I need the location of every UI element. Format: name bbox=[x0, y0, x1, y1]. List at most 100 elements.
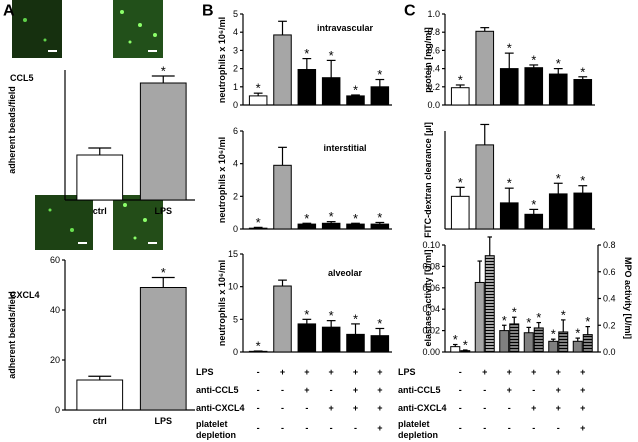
treatment-mark: - bbox=[281, 423, 284, 433]
bar bbox=[524, 213, 544, 230]
y-tick-label: 10 bbox=[228, 282, 238, 292]
bead bbox=[153, 33, 157, 37]
bar bbox=[450, 346, 461, 353]
significance: * bbox=[161, 64, 166, 79]
bead bbox=[133, 236, 137, 240]
micrograph bbox=[35, 195, 93, 250]
bar bbox=[499, 330, 510, 353]
bar bbox=[297, 223, 317, 230]
panel-letter: B bbox=[202, 3, 214, 20]
y-axis-label: neutrophils x 10⁶/ml bbox=[217, 260, 227, 346]
chart-title: CXCL4 bbox=[10, 290, 40, 300]
y-tick-label: 0.2 bbox=[427, 82, 440, 92]
bar bbox=[475, 30, 495, 106]
treatment-mark: + bbox=[580, 403, 585, 413]
significance: * bbox=[329, 48, 334, 63]
treatment-mark: - bbox=[483, 423, 486, 433]
micrograph bbox=[12, 0, 62, 58]
y-tick-label: 0.4 bbox=[427, 64, 440, 74]
treatment-mark: - bbox=[532, 385, 535, 395]
x-tick-label: ctrl bbox=[93, 206, 107, 216]
treatment-mark: - bbox=[508, 423, 511, 433]
significance: * bbox=[161, 265, 166, 280]
significance: * bbox=[329, 209, 334, 224]
significance: * bbox=[575, 326, 580, 341]
treatment-mark: + bbox=[377, 403, 382, 413]
treatment-mark: - bbox=[305, 403, 308, 413]
y-tick-label: 0.6 bbox=[427, 45, 440, 55]
bar bbox=[548, 340, 559, 353]
bar bbox=[509, 323, 520, 353]
bead bbox=[23, 18, 27, 22]
treatment-mark: + bbox=[377, 367, 382, 377]
treatment-mark: - bbox=[257, 423, 260, 433]
significance: * bbox=[556, 171, 561, 186]
scale-bar bbox=[78, 242, 87, 244]
treatment-label: anti-CXCL4 bbox=[398, 403, 447, 413]
y2-tick-label: 0.8 bbox=[603, 240, 616, 250]
bar bbox=[370, 335, 390, 353]
treatment-mark: - bbox=[354, 423, 357, 433]
bar bbox=[297, 323, 317, 353]
y-axis-label: neutrophils x 10⁶/ml bbox=[217, 17, 227, 103]
y2-axis-label: MPO activity [U/ml] bbox=[623, 257, 633, 339]
treatment-mark: + bbox=[507, 367, 512, 377]
y-tick-label: 0 bbox=[55, 405, 60, 415]
bar bbox=[297, 69, 317, 106]
treatment-label: depletion bbox=[398, 430, 438, 440]
significance: * bbox=[551, 327, 556, 342]
bar bbox=[139, 82, 187, 201]
treatment-mark: - bbox=[330, 385, 333, 395]
treatment-mark: + bbox=[580, 385, 585, 395]
treatment-mark: - bbox=[305, 423, 308, 433]
y-tick-label: 5 bbox=[233, 9, 238, 19]
treatment-mark: + bbox=[353, 385, 358, 395]
y-tick-label: 6 bbox=[233, 126, 238, 136]
y-tick-label: 5 bbox=[233, 314, 238, 324]
treatment-mark: - bbox=[483, 385, 486, 395]
bar bbox=[523, 332, 534, 353]
treatment-label: platelet bbox=[398, 419, 430, 429]
y2-tick-label: 0.4 bbox=[603, 294, 616, 304]
bar bbox=[474, 281, 485, 353]
bar bbox=[248, 350, 268, 353]
treatment-mark: + bbox=[377, 423, 382, 433]
y-tick-label: 0 bbox=[233, 347, 238, 357]
x-tick-label: ctrl bbox=[93, 416, 107, 426]
bead bbox=[70, 228, 74, 232]
treatment-mark: + bbox=[556, 367, 561, 377]
treatment-label: LPS bbox=[196, 367, 214, 377]
y-tick-label: 60 bbox=[50, 255, 60, 265]
chart-title: alveolar bbox=[328, 268, 363, 278]
panel-letter: C bbox=[404, 3, 416, 20]
treatment-mark: + bbox=[580, 423, 585, 433]
bar bbox=[450, 87, 470, 106]
micrograph bbox=[113, 195, 163, 250]
bar bbox=[475, 144, 495, 230]
y-axis-label: adherent beads/field bbox=[7, 86, 17, 174]
treatment-mark: + bbox=[329, 403, 334, 413]
bar bbox=[499, 68, 519, 106]
treatment-mark: - bbox=[459, 423, 462, 433]
treatment-mark: - bbox=[281, 385, 284, 395]
treatment-mark: - bbox=[557, 423, 560, 433]
treatment-mark: + bbox=[280, 367, 285, 377]
significance: * bbox=[304, 307, 309, 322]
y-axis-label: adherent beads/field bbox=[7, 291, 17, 379]
y-tick-label: 40 bbox=[50, 305, 60, 315]
significance: * bbox=[536, 310, 541, 325]
y-axis-label: FITC-dextran clearance [µl] bbox=[423, 122, 433, 238]
y-tick-label: 0.10 bbox=[422, 240, 440, 250]
treatment-mark: - bbox=[330, 423, 333, 433]
treatment-mark: + bbox=[556, 403, 561, 413]
chart-title: intravascular bbox=[317, 23, 374, 33]
treatment-label: LPS bbox=[398, 367, 416, 377]
y-tick-label: 0.06 bbox=[422, 283, 440, 293]
chart-title: interstitial bbox=[323, 143, 366, 153]
treatment-mark: - bbox=[459, 385, 462, 395]
bead bbox=[43, 38, 47, 42]
bead bbox=[120, 10, 124, 14]
bar bbox=[460, 350, 471, 353]
